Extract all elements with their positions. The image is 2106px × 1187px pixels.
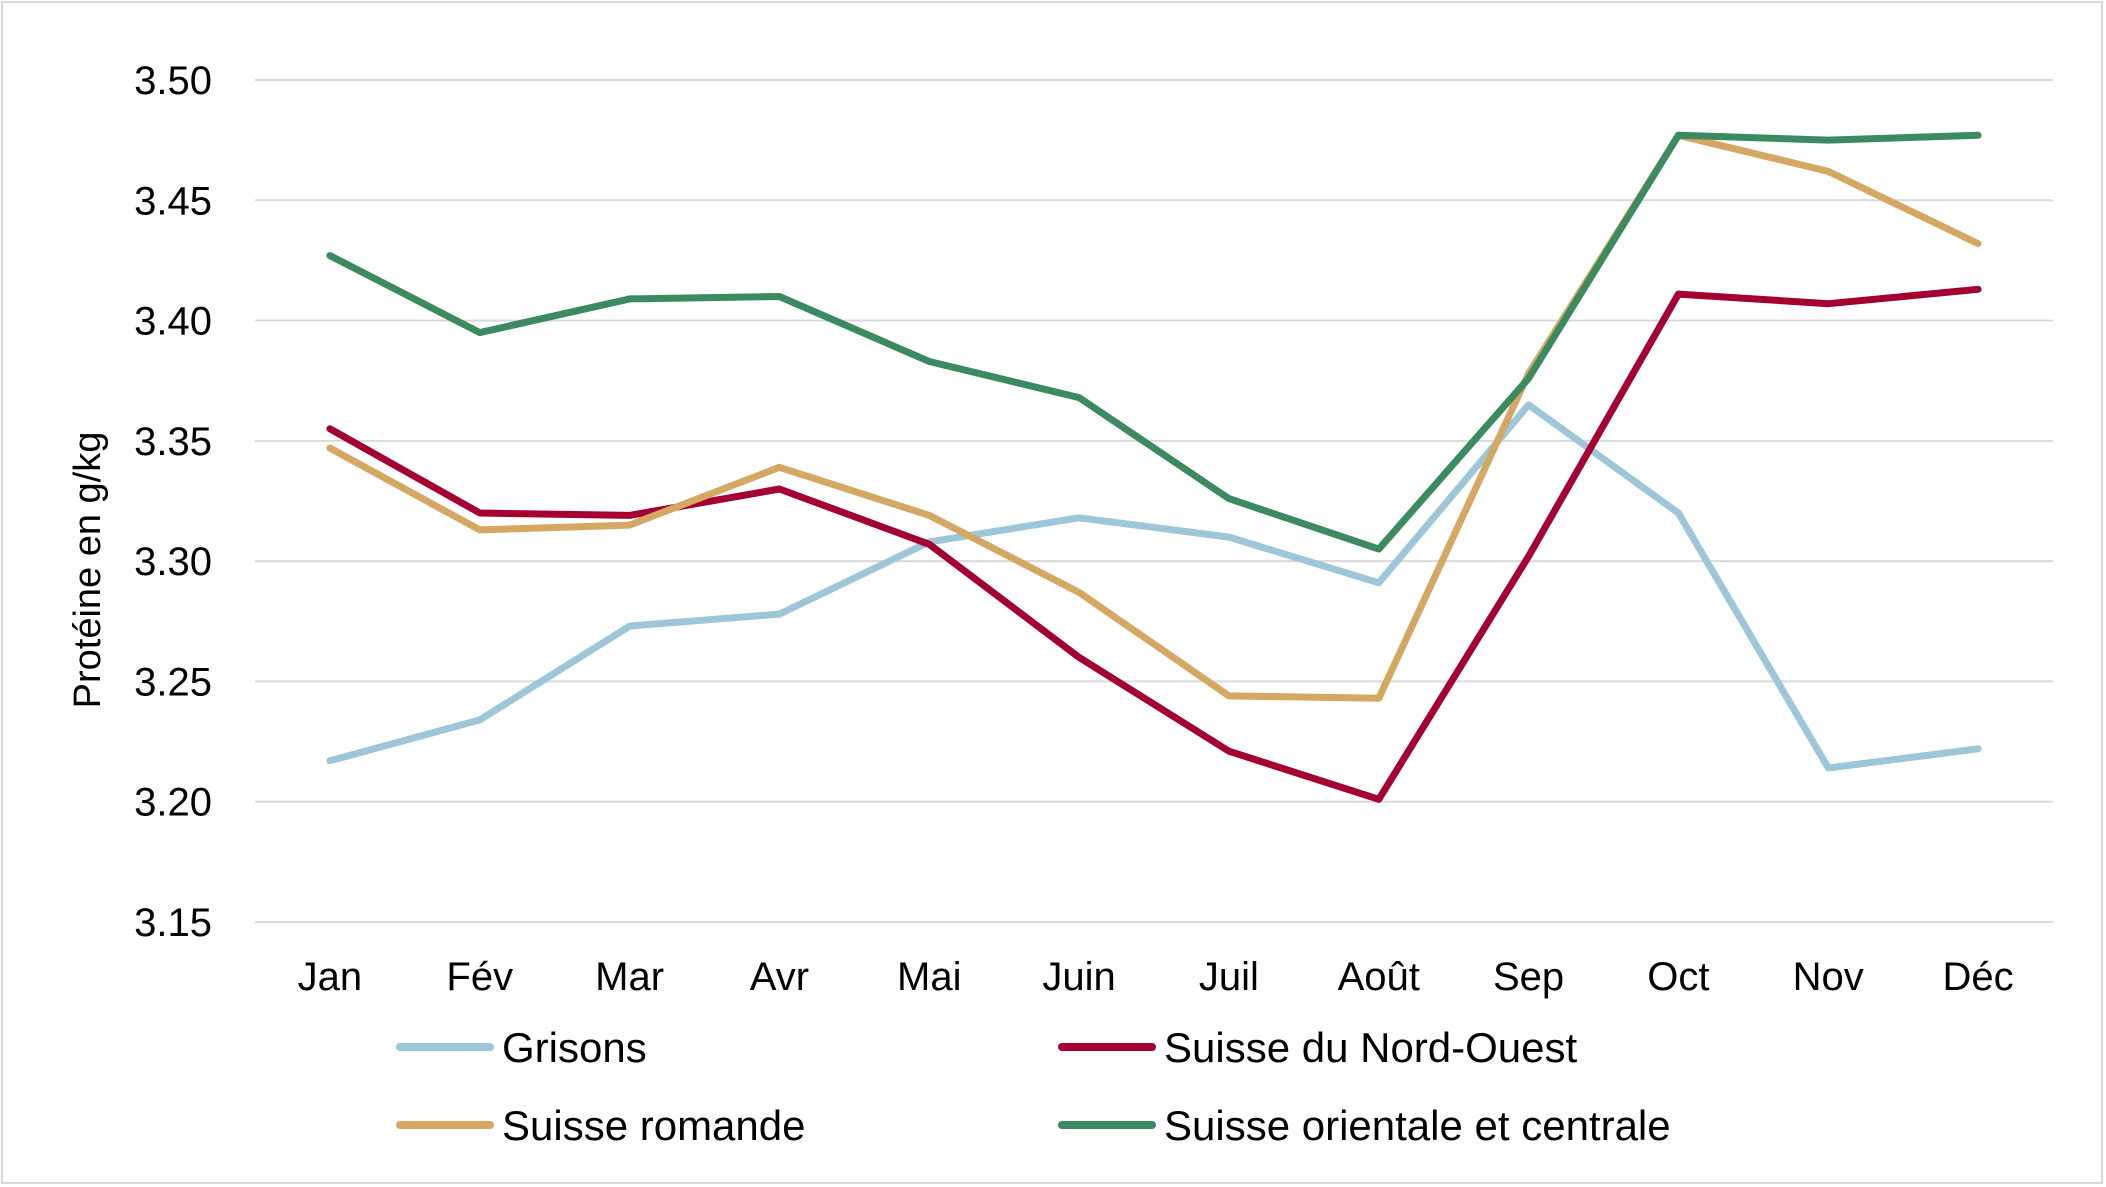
y-tick-label: 3.45	[134, 179, 212, 223]
legend-label: Grisons	[502, 1024, 647, 1071]
series-line-grisons	[326, 401, 1982, 772]
x-tick-label: Mar	[595, 955, 664, 999]
x-tick-label: Juin	[1042, 955, 1115, 999]
x-tick-label: Sep	[1493, 955, 1564, 999]
legend-item: Suisse romande	[396, 1102, 806, 1149]
x-axis-ticks: Jan Fév Mar Avr Mai Juin Juil Août Sep Oct Nov Déc	[298, 955, 2014, 999]
series-lines	[326, 131, 1982, 803]
y-tick-label: 3.30	[134, 540, 212, 584]
x-tick-label: Mai	[897, 955, 961, 999]
x-tick-label: Nov	[1793, 955, 1864, 999]
x-tick-label: Fév	[446, 955, 513, 999]
y-tick-label: 3.25	[134, 660, 212, 704]
series-line-suisse-du-nord-ouest	[326, 285, 1982, 803]
x-tick-label: Jan	[298, 955, 363, 999]
x-tick-label: Août	[1338, 955, 1420, 999]
gridlines	[255, 79, 2053, 923]
x-tick-label: Oct	[1647, 955, 1709, 999]
y-tick-label: 3.50	[134, 59, 212, 103]
legend-label: Suisse romande	[502, 1102, 806, 1149]
legend-label: Suisse orientale et centrale	[1164, 1102, 1671, 1149]
y-tick-label: 3.35	[134, 420, 212, 464]
y-axis-ticks: 3.15 3.20 3.25 3.30 3.35 3.40 3.45 3.50	[134, 59, 212, 945]
x-tick-label: Avr	[750, 955, 809, 999]
legend-item: Suisse du Nord-Ouest	[1058, 1024, 1578, 1071]
legend-item: Grisons	[396, 1024, 647, 1071]
y-axis-title: Protéine en g/kg	[67, 432, 109, 709]
y-tick-label: 3.15	[134, 901, 212, 945]
series-line-suisse-orientale-et-centrale	[326, 131, 1982, 553]
y-tick-label: 3.20	[134, 781, 212, 825]
legend: Grisons Suisse du Nord-Ouest Suisse romand…	[396, 1024, 1671, 1149]
series-line-suisse-romande	[326, 131, 1982, 702]
x-tick-label: Déc	[1943, 955, 2014, 999]
y-tick-label: 3.40	[134, 300, 212, 344]
legend-item: Suisse orientale et centrale	[1058, 1102, 1671, 1149]
x-tick-label: Juil	[1199, 955, 1259, 999]
legend-label: Suisse du Nord-Ouest	[1164, 1024, 1578, 1071]
